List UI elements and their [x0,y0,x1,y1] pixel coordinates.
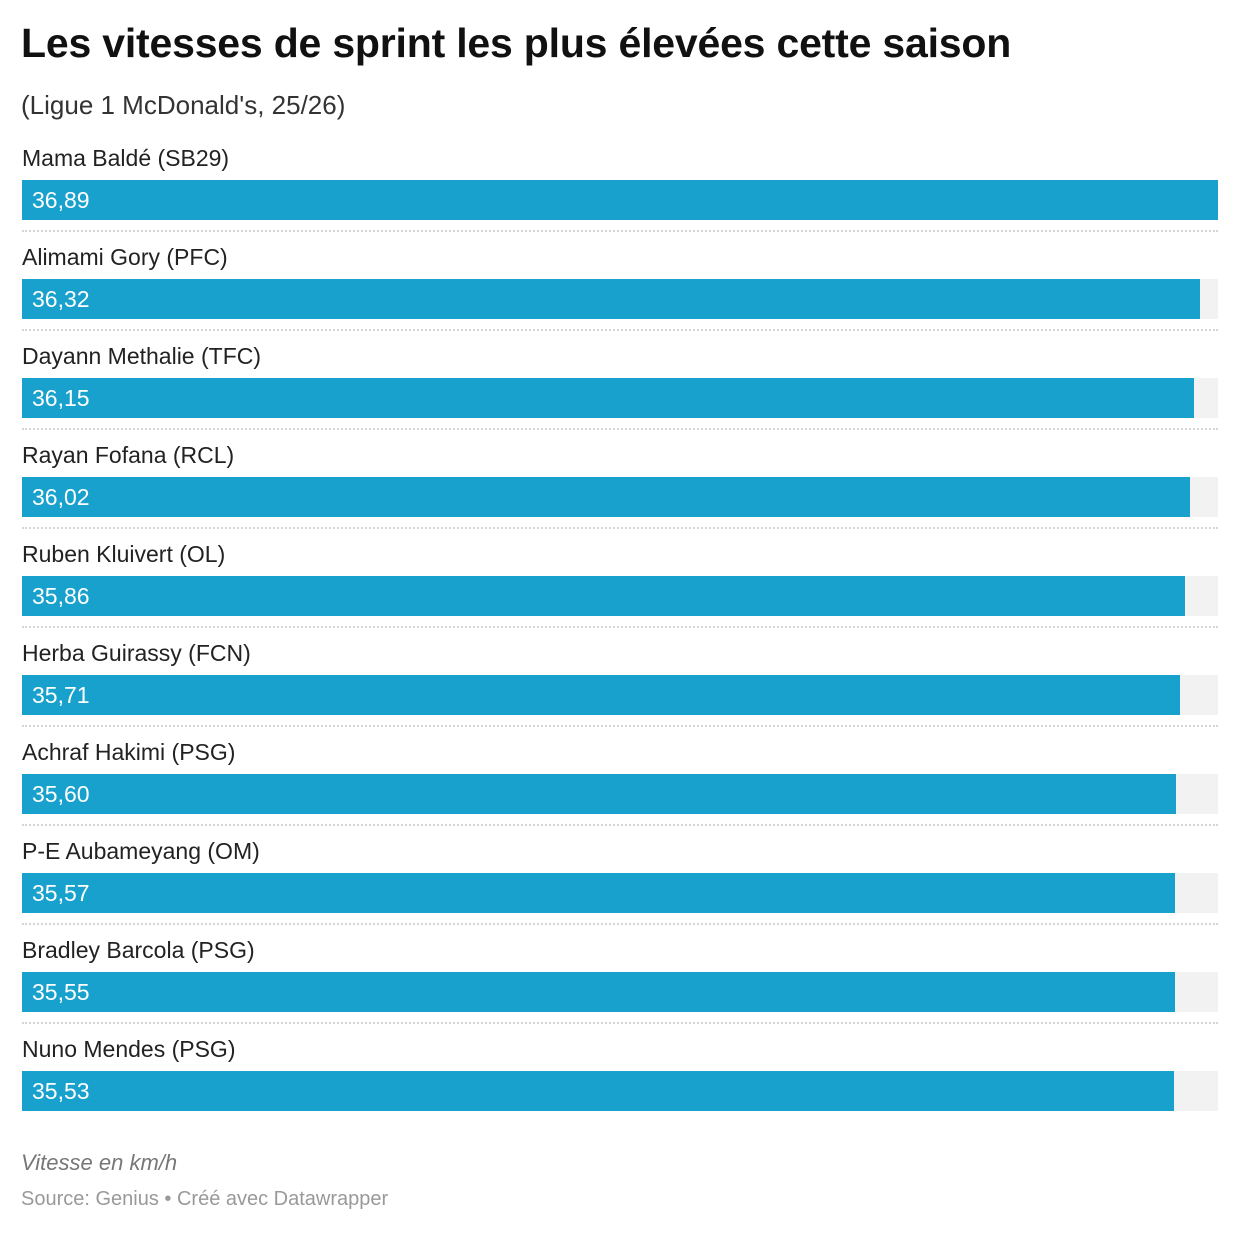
value-label: 35,60 [32,781,90,807]
row-divider [22,1022,1218,1024]
bar: 35,55 [22,972,1175,1012]
value-label: 35,57 [32,880,90,906]
value-label: 36,89 [32,187,90,213]
bar-label: Nuno Mendes (PSG) [22,1036,236,1062]
row-divider [22,329,1218,331]
chart-subtitle: (Ligue 1 McDonald's, 25/26) [21,90,346,120]
bar-row: Achraf Hakimi (PSG) 35,60 [22,734,1218,833]
row-divider [22,428,1218,430]
value-label: 36,02 [32,484,90,510]
bar-track: 35,57 [22,873,1218,913]
bar-label: Rayan Fofana (RCL) [22,442,235,468]
value-label: 35,55 [32,979,90,1005]
bar-row: Herba Guirassy (FCN) 35,71 [22,635,1218,734]
bar: 36,89 [22,180,1218,220]
bar: 35,60 [22,774,1177,814]
chart-source: Source: Genius • Créé avec Datawrapper [21,1188,389,1210]
bar: 35,53 [22,1071,1174,1111]
bar: 36,32 [22,279,1200,319]
bar-label: Bradley Barcola (PSG) [22,937,255,963]
bar-label: Dayann Methalie (TFC) [22,343,262,369]
bar-row: P-E Aubameyang (OM) 35,57 [22,833,1218,932]
bar-track: 35,60 [22,774,1218,814]
bar: 35,71 [22,675,1180,715]
bar-label: Herba Guirassy (FCN) [22,640,251,666]
bar-label: P-E Aubameyang (OM) [22,838,260,864]
bar-chart: Mama Baldé (SB29) 36,89 Alimami Gory (PFC)… [22,140,1218,1130]
bar: 35,86 [22,576,1185,616]
value-label: 35,53 [32,1078,90,1104]
bar-track: 35,71 [22,675,1218,715]
bar-track: 36,15 [22,378,1218,418]
bar-track: 35,86 [22,576,1218,616]
row-divider [22,230,1218,232]
value-label: 36,32 [32,286,90,312]
bar-label: Alimami Gory (PFC) [22,244,228,270]
bar-label: Achraf Hakimi (PSG) [22,739,236,765]
chart-note: Vitesse en km/h [21,1150,178,1175]
bar-row: Rayan Fofana (RCL) 36,02 [22,437,1218,536]
bar-label: Ruben Kluivert (OL) [22,541,226,567]
value-label: 36,15 [32,385,90,411]
bar-track: 36,32 [22,279,1218,319]
row-divider [22,725,1218,727]
bar-track: 35,55 [22,972,1218,1012]
row-divider [22,824,1218,826]
bar-track: 36,02 [22,477,1218,517]
bar-track: 35,53 [22,1071,1218,1111]
bar-label: Mama Baldé (SB29) [22,145,230,171]
row-divider [22,626,1218,628]
chart-title: Les vitesses de sprint les plus élevées … [21,20,1012,66]
bar: 36,15 [22,378,1194,418]
bar-row: Dayann Methalie (TFC) 36,15 [22,338,1218,437]
row-divider [22,527,1218,529]
bar-row: Alimami Gory (PFC) 36,32 [22,239,1218,338]
value-label: 35,71 [32,682,90,708]
bar-row: Mama Baldé (SB29) 36,89 [22,140,1218,239]
bar: 35,57 [22,873,1176,913]
bar-row: Bradley Barcola (PSG) 35,55 [22,932,1218,1031]
value-label: 35,86 [32,583,90,609]
bar-track: 36,89 [22,180,1218,220]
bar-row: Ruben Kluivert (OL) 35,86 [22,536,1218,635]
bar: 36,02 [22,477,1190,517]
row-divider [22,923,1218,925]
bar-row: Nuno Mendes (PSG) 35,53 [22,1031,1218,1130]
